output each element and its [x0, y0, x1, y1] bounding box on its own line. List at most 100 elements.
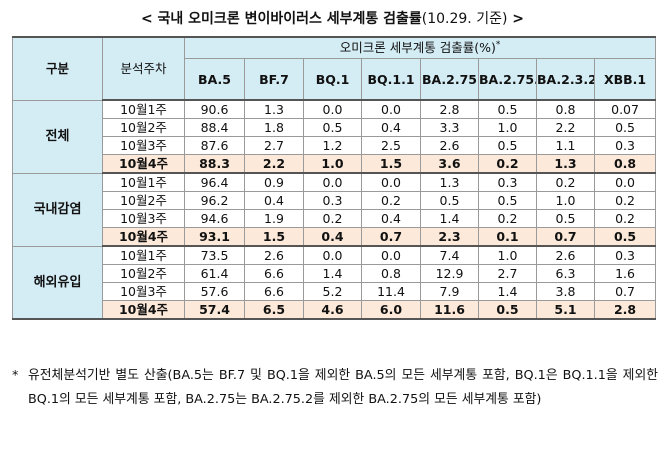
value-cell: 2.2 [536, 118, 595, 137]
value-cell: 0.8 [536, 99, 595, 119]
table-header: 구분 분석주차 오미크론 세부계통 검출률(%)* BA.5 BF.7 BQ.1 BQ… [12, 36, 657, 101]
value-cell: 1.3 [420, 172, 479, 192]
value-cell: 0.8 [361, 264, 421, 283]
value-cell: 2.8 [420, 99, 479, 119]
value-cell: 1.4 [303, 264, 362, 283]
value-cell: 0.5 [536, 209, 595, 228]
week-column-header: 분석주차 [102, 36, 185, 101]
value-cell: 1.2 [303, 136, 362, 155]
week-cell: 10월3주 [102, 209, 185, 228]
variant-header-cell: BQ.1 [303, 58, 362, 101]
value-cell: 7.9 [420, 282, 479, 301]
value-cell: 0.3 [593, 136, 657, 155]
footnote-mark: * [12, 368, 19, 383]
value-cell: 73.5 [184, 245, 245, 265]
value-cell: 0.5 [303, 118, 362, 137]
variant-header-cell: BF.7 [244, 58, 304, 101]
value-cell: 88.3 [184, 154, 245, 174]
value-cell: 87.6 [184, 136, 245, 155]
value-cell: 1.8 [244, 118, 304, 137]
table-row: 10월3주 87.6 2.7 1.2 2.5 2.6 0.5 1.1 0.3 [13, 136, 657, 155]
value-cell: 1.5 [361, 154, 421, 174]
group-column-header: 구분 [12, 36, 103, 101]
value-cell: 1.0 [478, 118, 537, 137]
value-cell: 1.4 [478, 282, 537, 301]
title-prefix: < 국내 오미크론 변이바이러스 세부계통 검출률 [140, 11, 422, 27]
value-cell: 0.0 [361, 172, 421, 192]
value-cell: 1.6 [593, 264, 657, 283]
value-cell: 0.2 [593, 191, 657, 210]
week-cell: 10월3주 [102, 136, 185, 155]
group-label: 전체 [12, 99, 103, 174]
week-cell: 10월4주 [102, 227, 185, 247]
value-cell: 12.9 [420, 264, 479, 283]
value-cell: 96.4 [184, 172, 245, 192]
value-cell: 0.0 [303, 99, 362, 119]
value-cell: 5.1 [536, 300, 595, 320]
value-cell: 57.6 [184, 282, 245, 301]
value-cell: 0.5 [593, 227, 657, 247]
value-cell: 1.3 [244, 99, 304, 119]
value-cell: 3.8 [536, 282, 595, 301]
value-cell: 0.5 [420, 191, 479, 210]
value-cell: 1.0 [478, 245, 537, 265]
value-cell: 0.5 [593, 118, 657, 137]
footnote: * 유전체분석기반 별도 산출(BA.5는 BF.7 및 BQ.1을 제외한 B… [12, 364, 658, 412]
value-cell: 2.7 [478, 264, 537, 283]
value-cell: 1.0 [303, 154, 362, 174]
week-cell: 10월1주 [102, 99, 185, 119]
rate-header: 오미크론 세부계통 검출률(%)* [183, 36, 657, 59]
value-cell: 0.1 [478, 227, 537, 247]
value-cell: 6.6 [244, 264, 304, 283]
value-cell: 0.2 [361, 191, 421, 210]
value-cell: 1.4 [420, 209, 479, 228]
value-cell: 0.0 [593, 172, 657, 192]
value-cell: 0.5 [478, 300, 537, 320]
variant-header-cell: XBB.1 [593, 58, 657, 101]
value-cell: 96.2 [184, 191, 245, 210]
value-cell: 0.7 [536, 227, 595, 247]
value-cell: 0.5 [478, 136, 537, 155]
value-cell: 0.5 [478, 191, 537, 210]
value-cell: 0.0 [303, 172, 362, 192]
value-cell: 88.4 [184, 118, 245, 137]
week-cell: 10월1주 [102, 245, 185, 265]
variant-header-cell: BA.2.3.20 [536, 58, 595, 101]
value-cell: 5.2 [303, 282, 362, 301]
value-cell: 61.4 [184, 264, 245, 283]
value-cell: 0.3 [303, 191, 362, 210]
value-cell: 0.07 [593, 99, 657, 119]
week-cell: 10월2주 [102, 264, 185, 283]
table-row: 10월2주 88.4 1.8 0.5 0.4 3.3 1.0 2.2 0.5 [13, 118, 657, 137]
value-cell: 2.3 [420, 227, 479, 247]
variant-header-cell: BA.2.75 [420, 58, 479, 101]
table-row: 전체 10월1주 90.6 1.3 0.0 0.0 2.8 0.5 0.8 0.07 [12, 99, 657, 174]
variant-header-row: BA.5BF.7BQ.1BQ.1.1BA.2.75BA.2.75.2BA.2.3… [13, 58, 657, 101]
value-cell: 0.2 [303, 209, 362, 228]
footnote-text: 유전체분석기반 별도 산출(BA.5는 BF.7 및 BQ.1을 제외한 BA.… [28, 368, 658, 407]
value-cell: 3.6 [420, 154, 479, 174]
value-cell: 4.6 [303, 300, 362, 320]
value-cell: 2.5 [361, 136, 421, 155]
value-cell: 0.4 [244, 191, 304, 210]
value-cell: 0.2 [536, 172, 595, 192]
value-cell: 6.3 [536, 264, 595, 283]
value-cell: 0.8 [593, 154, 657, 174]
value-cell: 93.1 [184, 227, 245, 247]
value-cell: 2.6 [420, 136, 479, 155]
table-row: 10월2주 61.4 6.6 1.4 0.8 12.9 2.7 6.3 1.6 [13, 264, 657, 283]
value-cell: 6.0 [361, 300, 421, 320]
variant-detection-table: 구분 분석주차 오미크론 세부계통 검출률(%)* BA.5 BF.7 BQ.1 BQ… [12, 36, 657, 320]
table-row: 10월3주 57.6 6.6 5.2 11.4 7.9 1.4 3.8 0.7 [13, 282, 657, 301]
value-cell: 0.0 [361, 99, 421, 119]
title-date: (10.29. 기준) [421, 11, 508, 27]
value-cell: 0.4 [361, 209, 421, 228]
value-cell: 6.5 [244, 300, 304, 320]
value-cell: 1.1 [536, 136, 595, 155]
value-cell: 1.0 [536, 191, 595, 210]
value-cell: 2.2 [244, 154, 304, 174]
week-cell: 10월2주 [102, 191, 185, 210]
value-cell: 6.6 [244, 282, 304, 301]
table-title: < 국내 오미크론 변이바이러스 세부계통 검출률(10.29. 기준) > [0, 8, 665, 28]
table-row: 10월2주 96.2 0.4 0.3 0.2 0.5 0.5 1.0 0.2 [13, 191, 657, 210]
